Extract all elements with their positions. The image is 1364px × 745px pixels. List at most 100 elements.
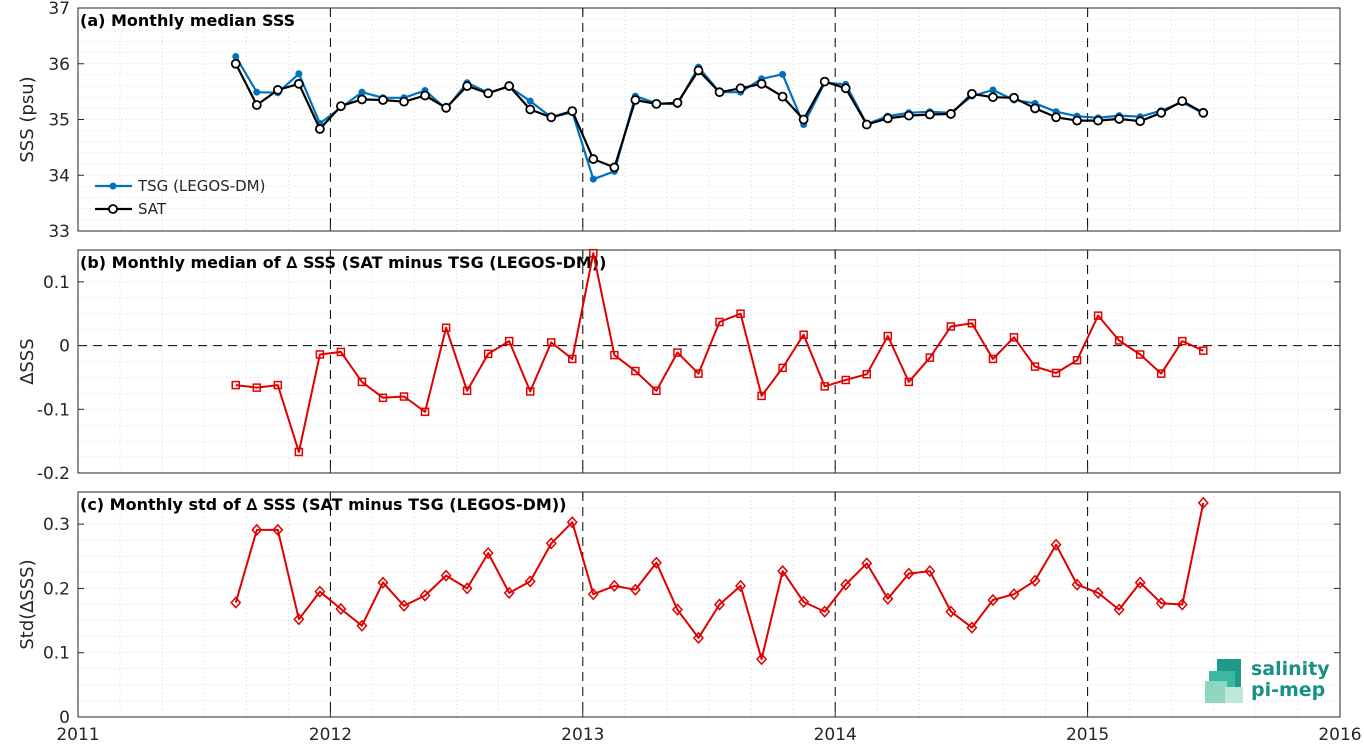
data-point <box>967 88 977 99</box>
data-point <box>799 330 808 339</box>
x-tick-label: 2016 <box>1318 725 1361 745</box>
y-tick-label: 0.1 <box>43 644 70 664</box>
data-point <box>230 58 241 69</box>
series-line <box>235 252 1204 453</box>
data-point <box>945 605 957 618</box>
data-point <box>1072 115 1082 126</box>
data-point <box>903 567 915 580</box>
data-point <box>841 375 850 385</box>
data-point <box>335 602 347 616</box>
logo-line2: pi-mep <box>1251 679 1325 701</box>
y-tick-label: 36 <box>48 55 70 75</box>
data-point <box>420 90 430 101</box>
data-point <box>1178 336 1187 346</box>
data-point <box>650 556 662 569</box>
data-point <box>757 391 766 401</box>
data-point <box>314 124 325 134</box>
data-point <box>399 392 409 401</box>
data-point <box>1051 368 1061 378</box>
axes-box <box>77 249 1341 474</box>
data-point <box>356 619 368 632</box>
data-point <box>924 109 935 120</box>
minor-grid <box>78 249 1340 474</box>
data-point <box>924 564 936 578</box>
data-point <box>840 578 852 591</box>
y-tick-label: 34 <box>48 166 70 186</box>
data-point <box>357 377 367 387</box>
data-point <box>336 347 346 357</box>
data-point <box>987 593 999 607</box>
data-point <box>420 407 430 417</box>
axes-box <box>77 491 1341 718</box>
data-point <box>1199 346 1208 355</box>
x-tick-label: 2012 <box>309 725 352 745</box>
data-point <box>882 113 893 124</box>
data-point <box>736 309 745 318</box>
data-point <box>589 175 597 183</box>
y-axis-label: ∆SSS <box>17 338 38 385</box>
panel-b: -0.2 -0.1 0 0.1 ∆SSS (b) Monthly median of ∆ … <box>17 248 1341 484</box>
data-point <box>566 516 578 529</box>
data-point <box>988 354 998 364</box>
data-point <box>358 88 366 96</box>
data-point <box>861 557 873 570</box>
y-tick-label: 0.3 <box>43 515 70 535</box>
data-point <box>798 595 810 609</box>
data-point <box>1114 336 1124 345</box>
data-point <box>1134 576 1146 589</box>
data-point <box>883 331 893 341</box>
data-point <box>820 382 829 391</box>
data-point <box>1051 112 1061 123</box>
data-point <box>777 91 788 102</box>
data-point <box>545 537 557 550</box>
data-point <box>735 579 747 592</box>
data-point <box>482 546 494 560</box>
data-point <box>378 95 388 105</box>
data-point <box>525 387 535 396</box>
data-point <box>253 88 261 96</box>
data-point <box>967 319 977 328</box>
data-point <box>399 96 409 107</box>
data-point <box>272 523 284 537</box>
data-point <box>779 70 787 78</box>
data-point <box>378 393 388 403</box>
data-point <box>1071 578 1083 591</box>
data-point <box>567 106 578 117</box>
data-point <box>588 154 599 164</box>
data-point <box>419 589 431 602</box>
data-point <box>1198 107 1209 118</box>
data-point <box>503 586 515 600</box>
data-point <box>925 353 935 362</box>
data-point <box>673 348 682 357</box>
x-tick-label: 2015 <box>1066 725 1109 745</box>
data-point <box>461 582 473 595</box>
y-tick-label: 0 <box>59 337 70 357</box>
data-point <box>861 119 872 130</box>
data-point <box>504 336 514 346</box>
y-axis-label: Std(∆SSS) <box>17 559 38 649</box>
data-point <box>589 248 598 258</box>
data-point <box>1029 574 1041 587</box>
data-point <box>504 81 515 91</box>
data-point <box>1008 588 1020 601</box>
data-point <box>882 592 894 605</box>
data-point <box>231 380 240 390</box>
y-tick-label: 0.2 <box>43 579 70 599</box>
data-point <box>336 101 346 112</box>
data-point <box>377 576 389 589</box>
y-tick-label: -0.1 <box>37 400 70 420</box>
data-point <box>629 583 641 596</box>
panel-a: 33 34 35 36 37 SSS (psu) (a) Monthly median SS… <box>17 0 1341 242</box>
y-tick-label: 35 <box>48 111 70 131</box>
data-point <box>1135 116 1146 127</box>
data-point <box>398 599 410 612</box>
data-point <box>1135 350 1145 359</box>
y-tick-label: 0 <box>59 708 70 728</box>
data-point <box>694 369 703 378</box>
legend-label: TSG (LEGOS-DM) <box>137 177 265 195</box>
data-point <box>293 78 304 89</box>
legend-marker <box>108 204 118 214</box>
data-point <box>1113 603 1125 616</box>
panel-title: (b) Monthly median of ∆ SSS (SAT minus T… <box>80 253 606 272</box>
data-point <box>1050 538 1062 551</box>
